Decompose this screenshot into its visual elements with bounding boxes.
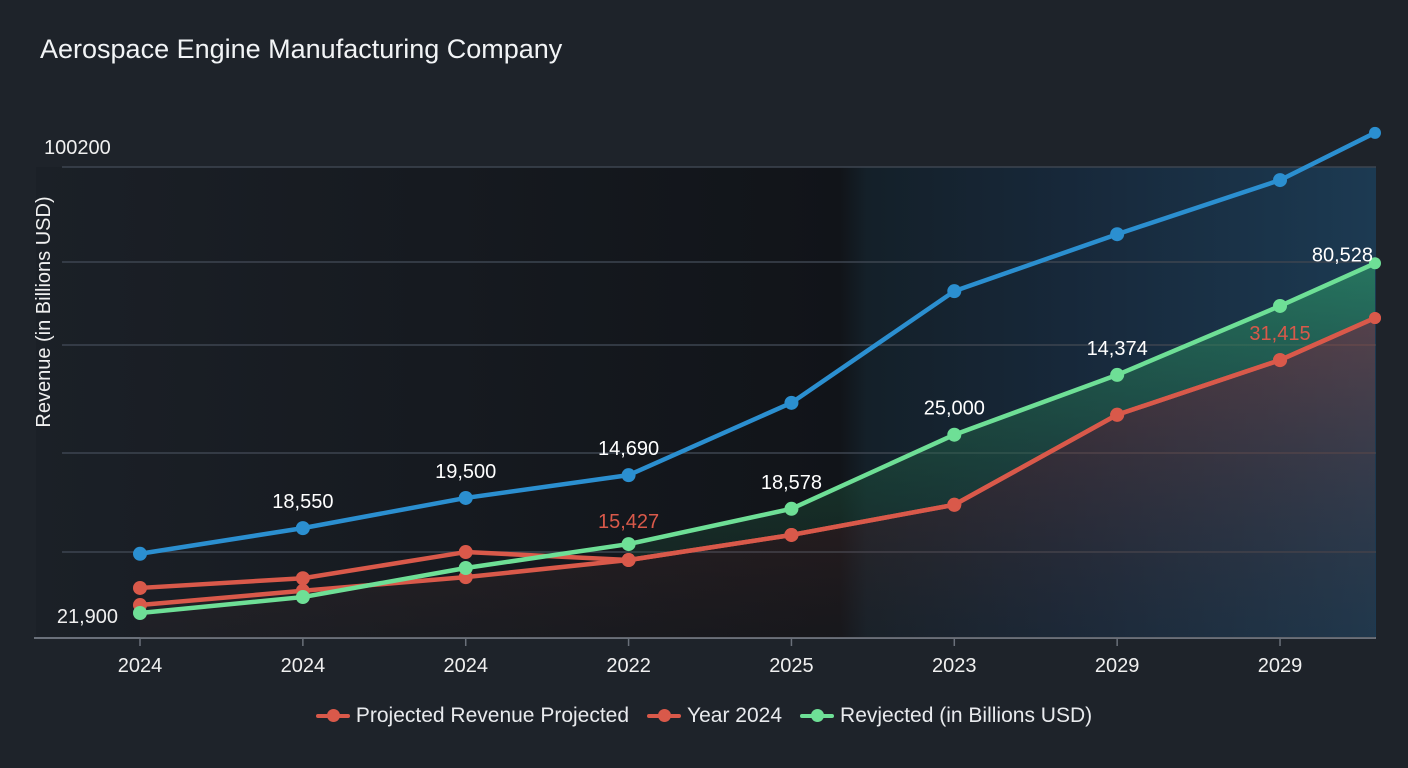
data-label: 25,000: [924, 398, 985, 420]
legend-label: Revjected (in Billions USD): [840, 704, 1093, 727]
data-point-green: [947, 427, 962, 442]
data-point-green: [133, 606, 147, 621]
green-area: [628, 263, 1375, 561]
data-label: 80,528: [1312, 244, 1373, 266]
data-point-blue: [295, 521, 310, 536]
legend-label: Projected Revenue Projected: [355, 704, 630, 727]
legend-swatch: [647, 709, 682, 722]
data-label: 18,550: [272, 491, 333, 513]
data-point-red_b: [1369, 311, 1381, 324]
data-point-red_a: [295, 571, 310, 586]
data-point-red_a: [458, 545, 473, 560]
data-label: 18,578: [761, 472, 822, 494]
data-point-red_b: [1273, 353, 1288, 368]
data-label: 15,427: [598, 511, 659, 533]
data-point-green: [1369, 257, 1381, 270]
x-tick-label: 2024: [118, 655, 163, 677]
x-tick-label: 2029: [1258, 655, 1303, 677]
legend-swatch: [315, 709, 350, 722]
data-label: 14,690: [598, 438, 659, 460]
y-tick-label: 100200: [44, 137, 111, 159]
data-point-blue: [458, 490, 473, 505]
legend-item[interactable]: Projected Revenue Projected: [315, 704, 630, 728]
y-axis-label: Revenue (in Billions USD): [33, 196, 55, 427]
data-point-red_b: [784, 527, 799, 542]
legend: Projected Revenue Projected Year 2024 Revj…: [0, 704, 1408, 728]
red-area: [140, 317, 1375, 638]
data-point-green: [458, 561, 473, 576]
x-tick-label: 2022: [606, 655, 651, 677]
data-label: 31,415: [1249, 323, 1310, 345]
legend-label: Year 2024: [687, 704, 783, 727]
x-tick-label: 2024: [443, 655, 488, 677]
x-tick-label: 2024: [281, 655, 326, 677]
data-point-green: [1110, 367, 1125, 382]
data-point-red_b: [947, 497, 962, 512]
data-point-red_b: [621, 553, 636, 568]
data-point-green: [621, 537, 636, 552]
x-tick-label: 2025: [769, 655, 814, 677]
data-point-blue: [621, 468, 636, 483]
data-point-blue: [947, 284, 962, 299]
data-point-red_a: [133, 580, 147, 595]
data-point-blue: [1369, 126, 1381, 139]
chart-title: Aerospace Engine Manufacturing Company: [40, 34, 563, 64]
data-label: 14,374: [1087, 338, 1148, 360]
x-tick-label: 2023: [932, 655, 977, 677]
legend-swatch: [800, 709, 835, 722]
data-point-blue: [1110, 227, 1125, 242]
x-tick-label: 2029: [1095, 655, 1140, 677]
data-point-red_b: [1110, 407, 1125, 422]
data-point-green: [1273, 298, 1288, 313]
y-tick-label: 21,900: [57, 606, 118, 628]
data-point-blue: [784, 395, 799, 410]
legend-item[interactable]: Revjected (in Billions USD): [800, 704, 1092, 728]
data-point-green: [784, 501, 799, 516]
data-point-blue: [133, 546, 147, 561]
data-point-green: [295, 590, 310, 605]
data-label: 19,500: [435, 461, 496, 483]
data-point-blue: [1273, 173, 1288, 188]
legend-item[interactable]: Year 2024: [647, 704, 782, 728]
